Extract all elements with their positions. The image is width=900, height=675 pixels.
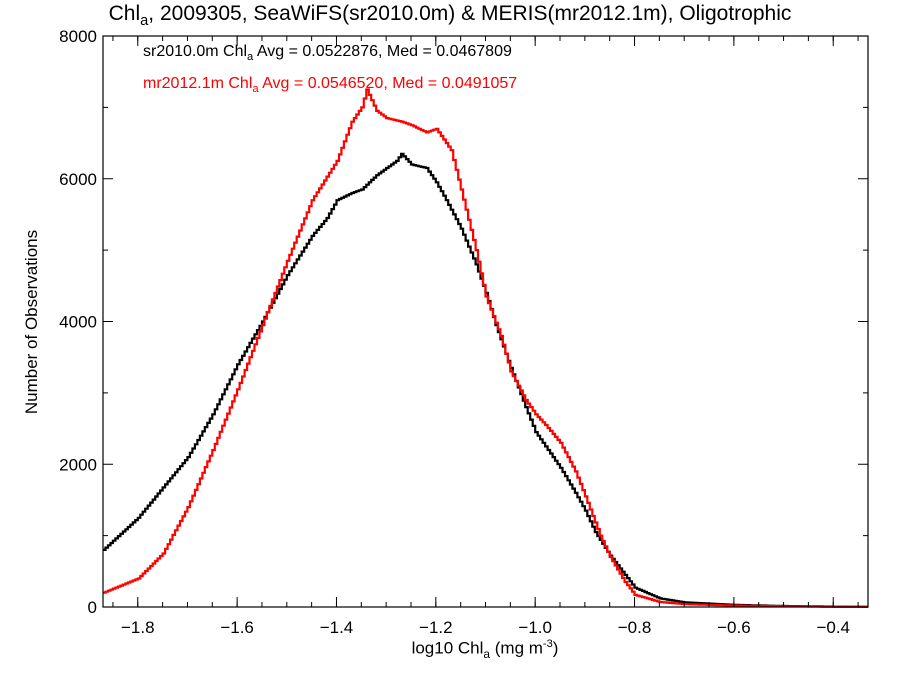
x-tick-label: −1.2 bbox=[419, 618, 453, 637]
x-tick-label: −1.6 bbox=[220, 618, 254, 637]
x-tick-label: −1.8 bbox=[121, 618, 155, 637]
chart-title: Chla, 2009305, SeaWiFS(sr2010.0m) & MERI… bbox=[108, 2, 792, 30]
x-tick-label: −1.0 bbox=[518, 618, 552, 637]
y-tick-label: 8000 bbox=[59, 27, 97, 46]
y-tick-label: 0 bbox=[88, 598, 97, 617]
y-tick-label: 2000 bbox=[59, 455, 97, 474]
x-tick-label: −1.4 bbox=[320, 618, 354, 637]
x-tick-label: −0.6 bbox=[717, 618, 751, 637]
series-line-sr2010.0m bbox=[103, 152, 868, 608]
x-tick-label: −0.8 bbox=[618, 618, 652, 637]
annotation-mr2012: mr2012.1m Chla Avg = 0.0546520, Med = 0.… bbox=[143, 75, 518, 96]
plot-frame bbox=[102, 35, 869, 608]
annotation-sr2010: sr2010.0m Chla Avg = 0.0522876, Med = 0.… bbox=[143, 43, 512, 64]
y-tick-label: 6000 bbox=[59, 170, 97, 189]
y-axis-label: Number of Observations bbox=[22, 229, 41, 415]
y-tick-label: 4000 bbox=[59, 313, 97, 332]
series-line-mr2012.1m bbox=[103, 88, 868, 608]
x-axis-label: log10 Chla (mg m-3) bbox=[411, 638, 559, 662]
x-tick-label: −0.4 bbox=[816, 618, 850, 637]
